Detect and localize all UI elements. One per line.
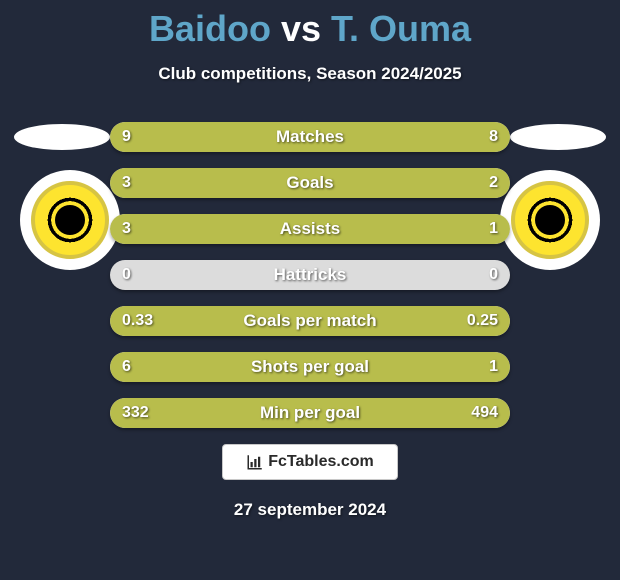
stat-row: 31Assists xyxy=(110,214,510,244)
player2-avatar-placeholder xyxy=(510,124,606,150)
player2-name: T. Ouma xyxy=(331,8,471,49)
brand-name: FcTables.com xyxy=(268,453,374,471)
stat-row: 32Goals xyxy=(110,168,510,198)
stat-label: Goals per match xyxy=(110,306,510,336)
stat-row: 61Shots per goal xyxy=(110,352,510,382)
stat-row: 98Matches xyxy=(110,122,510,152)
stat-label: Shots per goal xyxy=(110,352,510,382)
date-text: 27 september 2024 xyxy=(0,500,620,520)
vs-text: vs xyxy=(281,8,321,49)
stats-bars-container: 98Matches 32Goals 31Assists 00Hattricks 0.33… xyxy=(110,122,510,444)
player1-avatar-placeholder xyxy=(14,124,110,150)
chart-icon xyxy=(246,453,264,471)
stat-row: 332494Min per goal xyxy=(110,398,510,428)
player1-name: Baidoo xyxy=(149,8,271,49)
brand-logo-box: FcTables.com xyxy=(222,444,398,480)
club-crest-icon xyxy=(31,181,109,259)
stat-label: Assists xyxy=(110,214,510,244)
stat-label: Min per goal xyxy=(110,398,510,428)
stat-label: Matches xyxy=(110,122,510,152)
stat-row: 0.330.25Goals per match xyxy=(110,306,510,336)
comparison-title: Baidoo vs T. Ouma xyxy=(0,0,620,50)
subtitle: Club competitions, Season 2024/2025 xyxy=(0,64,620,84)
player1-club-crest xyxy=(20,170,120,270)
club-crest-icon xyxy=(511,181,589,259)
stat-row: 00Hattricks xyxy=(110,260,510,290)
stat-label: Goals xyxy=(110,168,510,198)
player2-club-crest xyxy=(500,170,600,270)
stat-label: Hattricks xyxy=(110,260,510,290)
